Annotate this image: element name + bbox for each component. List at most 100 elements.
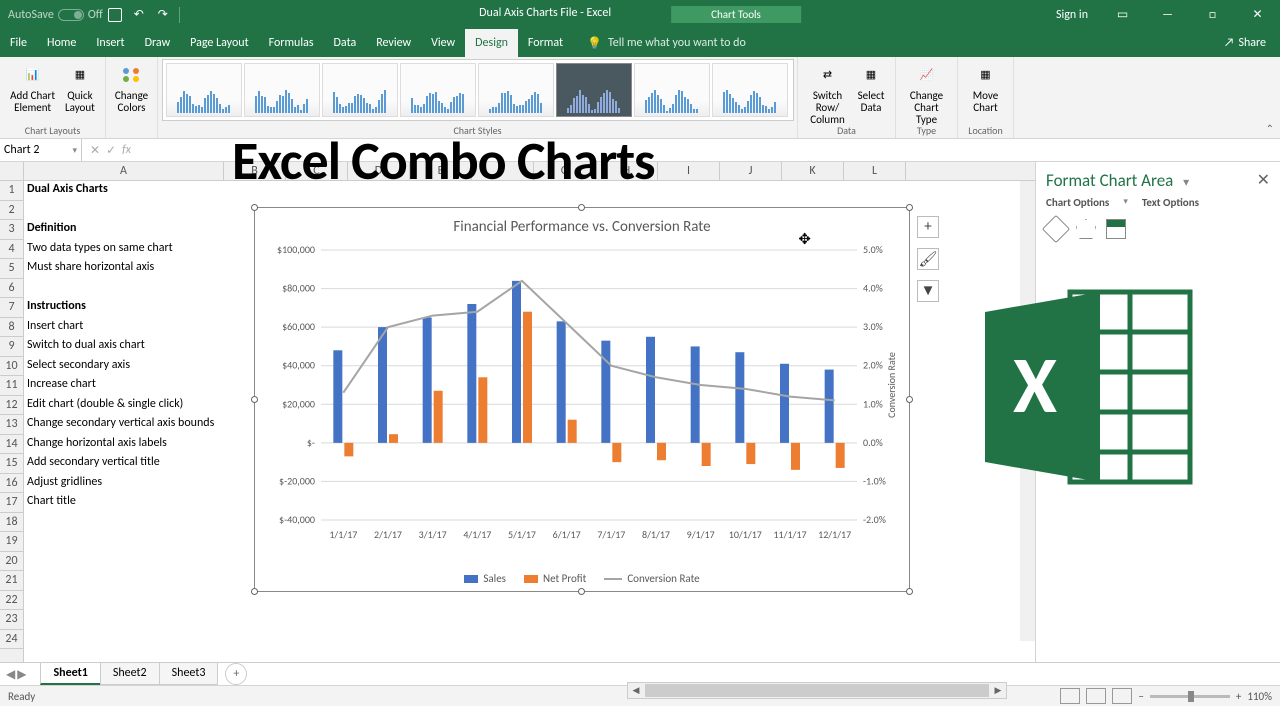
autosave-toggle[interactable]: AutoSave Off (8, 8, 103, 22)
col-header-E[interactable]: E (410, 162, 472, 180)
page-break-view-icon[interactable] (1112, 688, 1132, 704)
embedded-chart[interactable]: + 🖌 ▼ ✥ Financial Performance vs. Conver… (254, 207, 910, 592)
tab-nav-next-icon[interactable]: ▶ (17, 667, 26, 682)
col-header-C[interactable]: C (286, 162, 348, 180)
chart-legend[interactable]: SalesNet ProfitConversion Rate (255, 572, 909, 585)
zoom-out-icon[interactable]: − (1138, 690, 1143, 703)
name-box[interactable]: Chart 2 ▾ (0, 139, 82, 161)
cell-A10[interactable]: Select secondary axis (24, 357, 133, 373)
cell-A13[interactable]: Change secondary vertical axis bounds (24, 415, 217, 431)
menu-view[interactable]: View (421, 29, 465, 57)
chart-style-1[interactable] (166, 63, 242, 117)
legend-sales[interactable]: Sales (464, 572, 506, 585)
menu-format[interactable]: Format (518, 29, 573, 57)
add-chart-element-button[interactable]: 📊 Add Chart Element (6, 59, 59, 116)
change-colors-button[interactable]: Change Colors (111, 59, 152, 116)
cell-A17[interactable]: Chart title (24, 493, 79, 509)
cell-A11[interactable]: Increase chart (24, 376, 99, 392)
row-header-22[interactable]: 22 (0, 591, 23, 611)
effects-icon[interactable] (1076, 219, 1096, 239)
chart-options-tab[interactable]: Chart Options (1046, 196, 1109, 209)
menu-page-layout[interactable]: Page Layout (180, 29, 258, 57)
save-icon[interactable] (106, 6, 124, 24)
row-header-16[interactable]: 16 (0, 474, 23, 494)
row-header-15[interactable]: 15 (0, 454, 23, 474)
cell-A8[interactable]: Insert chart (24, 318, 86, 334)
row-header-18[interactable]: 18 (0, 513, 23, 533)
chart-elements-button[interactable]: + (917, 216, 939, 238)
tell-me-input[interactable]: 💡 Tell me what you want to do (587, 29, 746, 57)
col-header-H[interactable]: H (596, 162, 658, 180)
row-header-19[interactable]: 19 (0, 532, 23, 552)
col-header-F[interactable]: F (472, 162, 534, 180)
chart-style-8[interactable] (712, 63, 788, 117)
horizontal-scrollbar[interactable]: ◀ ▶ (627, 682, 1007, 699)
switch-row-column-button[interactable]: ⇄ Switch Row/ Column (804, 59, 851, 128)
chart-style-6[interactable] (556, 63, 632, 117)
cell-A15[interactable]: Add secondary vertical title (24, 454, 163, 470)
zoom-slider[interactable] (1150, 695, 1230, 698)
page-layout-view-icon[interactable] (1086, 688, 1106, 704)
quick-layout-button[interactable]: ▦ Quick Layout (61, 59, 99, 116)
chart-style-2[interactable] (244, 63, 320, 117)
cancel-formula-icon[interactable]: ✕ (90, 143, 100, 158)
row-header-5[interactable]: 5 (0, 259, 23, 279)
row-header-20[interactable]: 20 (0, 552, 23, 572)
row-header-6[interactable]: 6 (0, 279, 23, 299)
col-header-G[interactable]: G (534, 162, 596, 180)
chart-style-3[interactable] (322, 63, 398, 117)
col-header-B[interactable]: B (224, 162, 286, 180)
row-header-9[interactable]: 9 (0, 337, 23, 357)
menu-review[interactable]: Review (366, 29, 421, 57)
sheet-tab-sheet2[interactable]: Sheet2 (100, 663, 160, 685)
cell-A7[interactable]: Instructions (24, 298, 89, 314)
pane-close-button[interactable]: ✕ (1257, 170, 1270, 190)
scroll-right-icon[interactable]: ▶ (990, 683, 1006, 698)
minimize-button[interactable]: — (1145, 0, 1190, 29)
col-header-D[interactable]: D (348, 162, 410, 180)
fx-icon[interactable]: fx (122, 143, 131, 157)
cell-A3[interactable]: Definition (24, 220, 79, 236)
add-sheet-button[interactable]: + (225, 663, 247, 685)
col-header-J[interactable]: J (720, 162, 782, 180)
move-chart-button[interactable]: ▦ Move Chart (968, 59, 1004, 116)
collapse-ribbon-icon[interactable]: ⌃ (1266, 122, 1274, 135)
row-header-3[interactable]: 3 (0, 220, 23, 240)
spreadsheet[interactable]: ABCDEFGHIJKL 123456789101112131415161718… (0, 162, 1035, 662)
col-header-A[interactable]: A (24, 162, 224, 180)
row-header-12[interactable]: 12 (0, 396, 23, 416)
close-button[interactable]: ✕ (1235, 0, 1280, 29)
text-options-tab[interactable]: Text Options (1142, 196, 1199, 209)
sign-in-link[interactable]: Sign in (1056, 8, 1088, 22)
row-header-4[interactable]: 4 (0, 240, 23, 260)
chart-style-7[interactable] (634, 63, 710, 117)
chart-styles-gallery[interactable] (162, 59, 794, 121)
zoom-in-icon[interactable]: + (1236, 690, 1241, 703)
cell-A5[interactable]: Must share horizontal axis (24, 259, 157, 275)
menu-file[interactable]: File (0, 29, 37, 57)
cell-A16[interactable]: Adjust gridlines (24, 474, 105, 490)
cell-A4[interactable]: Two data types on same chart (24, 240, 176, 256)
legend-net-profit[interactable]: Net Profit (524, 572, 586, 585)
menu-formulas[interactable]: Formulas (259, 29, 324, 57)
share-button[interactable]: ↗ Share (1210, 29, 1280, 57)
menu-draw[interactable]: Draw (135, 29, 181, 57)
col-header-I[interactable]: I (658, 162, 720, 180)
cell-A9[interactable]: Switch to dual axis chart (24, 337, 148, 353)
col-header-L[interactable]: L (844, 162, 906, 180)
row-header-2[interactable]: 2 (0, 201, 23, 221)
undo-icon[interactable]: ↶ (130, 6, 148, 24)
change-chart-type-button[interactable]: 📈 Change Chart Type (902, 59, 951, 128)
chart-style-4[interactable] (400, 63, 476, 117)
ribbon-display-icon[interactable]: ▭ (1100, 0, 1145, 29)
row-header-10[interactable]: 10 (0, 357, 23, 377)
row-header-24[interactable]: 24 (0, 630, 23, 650)
normal-view-icon[interactable] (1060, 688, 1080, 704)
zoom-level[interactable]: 110% (1247, 690, 1272, 703)
fill-line-icon[interactable] (1042, 215, 1070, 243)
row-header-8[interactable]: 8 (0, 318, 23, 338)
row-header-14[interactable]: 14 (0, 435, 23, 455)
cell-A14[interactable]: Change horizontal axis labels (24, 435, 170, 451)
size-properties-icon[interactable] (1106, 219, 1126, 239)
row-header-11[interactable]: 11 (0, 376, 23, 396)
